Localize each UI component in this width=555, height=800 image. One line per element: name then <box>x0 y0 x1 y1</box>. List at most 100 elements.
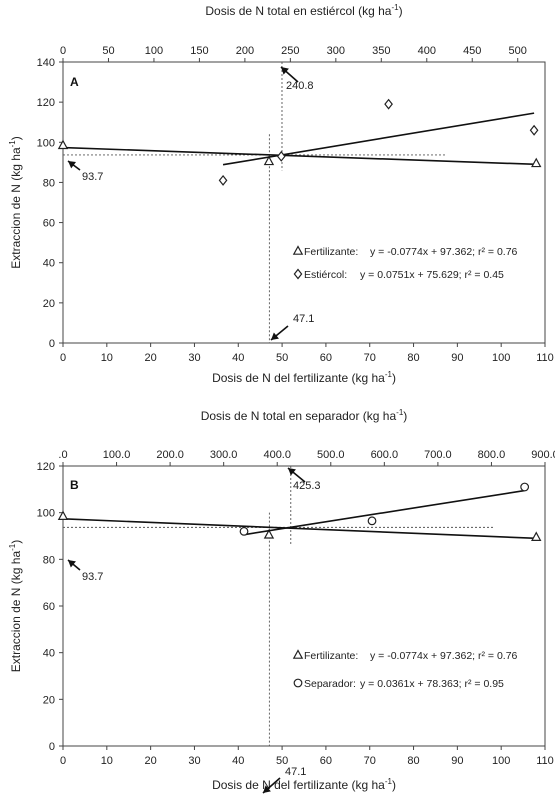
panel-b-series-fertilizante <box>57 510 542 541</box>
panel-a-x-top-title-sup: -1 <box>391 3 399 12</box>
panel-a-annot-x-bottom-arrow <box>270 325 289 341</box>
panel-b-x-top-tick-label: 300.0 <box>210 449 238 461</box>
panel-b-series-separador-fit-line <box>243 489 525 536</box>
panel-b-annot-x-top-value: 425.3 <box>293 480 321 492</box>
panel-a-x-bottom-tick-label: 50 <box>276 352 288 364</box>
panel-b: 0 10 20 30 40 50 60 70 80 90 100 110 .0 100.0 200.0 300… <box>8 408 555 794</box>
panel-b-legend-name: Separador: <box>304 678 356 690</box>
panel-b-x-bottom-title-base: Dosis de N del fertilizante (kg ha <box>212 778 385 792</box>
panel-a-x-bottom-title-close: ) <box>392 371 396 385</box>
panel-b-legend: Fertilizante: y = -0.0774x + 97.362; r² =… <box>292 649 518 690</box>
panel-a-y-title-base: Extraccion de N (kg ha <box>9 147 23 269</box>
panel-b-x-bottom-tick-label: 10 <box>101 755 113 767</box>
panel-b-x-top-axis: .0 100.0 200.0 300.0 400.0 500.0 600.0 700.0 800… <box>58 449 555 466</box>
panel-a-annot-y-arrow <box>67 160 81 171</box>
panel-b-annot-y-arrow <box>67 559 81 571</box>
panel-a-x-bottom-tick-label: 100 <box>492 352 510 364</box>
panel-a-annot-x-bottom-value: 47.1 <box>293 313 314 325</box>
panel-b-x-top-tick-label: 900.0 <box>531 449 555 461</box>
panel-a-legend-marker <box>293 268 303 280</box>
panel-a-y-tick-label: 60 <box>43 218 55 230</box>
panel-b-x-bottom-tick-label: 30 <box>188 755 200 767</box>
panel-a-y-tick-label: 140 <box>37 57 55 69</box>
panel-b-annot-x-bottom-arrow <box>262 777 281 794</box>
panel-b-y-axis: 0 20 40 60 80 100 120 <box>37 461 63 753</box>
panel-a-series-fertilizante-point <box>263 155 275 166</box>
panel-b-y-tick-label: 60 <box>43 601 55 613</box>
panel-a-plot-frame <box>62 61 546 344</box>
panel-b-legend-marker <box>292 649 304 659</box>
panel-b-y-title-close: ) <box>9 540 23 544</box>
panel-a-legend-marker <box>292 245 304 255</box>
panel-a-y-tick-label: 20 <box>43 298 55 310</box>
panel-a-legend-equation: y = 0.0751x + 75.629; r² = 0.45 <box>360 269 504 281</box>
panel-b-x-top-tick-label: 400.0 <box>263 449 291 461</box>
panel-b-annot-x-bottom-arrow-head <box>263 785 271 793</box>
panel-a-x-bottom-title-sup: -1 <box>385 370 393 379</box>
panel-a-series-estiércol-point <box>218 174 228 186</box>
panel-a-x-bottom-tick-label: 30 <box>188 352 200 364</box>
panel-a-annot-y-arrow-head <box>68 161 76 169</box>
panel-b-x-top-title: Dosis de N total en separador (kg ha-1) <box>201 408 408 423</box>
panel-a-series-fertilizante-point <box>57 139 69 150</box>
panel-b-x-bottom-tick-label: 40 <box>232 755 244 767</box>
panel-b-x-bottom-tick-label: 80 <box>407 755 419 767</box>
panel-a-x-top-tick-label: 300 <box>327 45 345 57</box>
panel-b-annot-x-bottom-value: 47.1 <box>285 766 306 778</box>
panel-b-legend-equation: y = 0.0361x + 78.363; r² = 0.95 <box>360 678 504 690</box>
panel-a-x-bottom-tick-label: 20 <box>145 352 157 364</box>
panel-a-x-top-tick-label: 150 <box>190 45 208 57</box>
panel-b-y-tick-label: 20 <box>43 694 55 706</box>
panel-a-x-top-title-base: Dosis de N total en estiércol (kg ha <box>205 4 391 18</box>
panel-b-x-top-tick-label: 200.0 <box>156 449 184 461</box>
panel-b-series-fertilizante-fit-line <box>62 518 537 540</box>
panel-a-x-bottom-tick-label: 110 <box>536 352 554 364</box>
panel-a-y-tick-label: 120 <box>37 97 55 109</box>
panel-b-x-bottom-tick-label: 110 <box>536 755 554 767</box>
panel-a-x-top-tick-label: 250 <box>281 45 299 57</box>
panel-b-y-tick-label: 80 <box>43 554 55 566</box>
panel-b-series-fertilizante-point <box>263 529 275 539</box>
panel-a-y-title-sup: -1 <box>8 140 17 148</box>
panel-b-y-title-base: Extraccion de N (kg ha <box>9 551 23 673</box>
panel-a-x-bottom-title-base: Dosis de N del fertilizante (kg ha <box>212 371 385 385</box>
panel-b-x-bottom-title-sup: -1 <box>385 777 393 786</box>
panel-a-series-fertilizante-fit-line <box>62 146 537 166</box>
panel-b-legend-marker <box>293 678 303 688</box>
panel-a-x-bottom-tick-label: 10 <box>101 352 113 364</box>
panel-b-x-bottom-tick-label: 0 <box>60 755 66 767</box>
panel-b-legend-equation: y = -0.0774x + 97.362; r² = 0.76 <box>370 650 518 662</box>
panel-b-x-top-tick-label: 600.0 <box>371 449 399 461</box>
panel-a-y-tick-label: 0 <box>49 338 55 350</box>
panel-b-annot-y-arrow-head <box>68 560 76 568</box>
panel-a-series-estiércol-fit-line <box>222 112 535 166</box>
panel-b-x-bottom-tick-label: 100 <box>492 755 510 767</box>
panel-b-legend-name: Fertilizante: <box>304 650 358 662</box>
panel-b-series-fertilizante-point <box>531 531 542 541</box>
panel-a-annot-x-top-arrow <box>280 66 299 83</box>
panel-b-annot-x-top-arrow-head <box>288 468 296 476</box>
panel-a-x-bottom-tick-label: 80 <box>407 352 419 364</box>
panel-a-legend-name: Fertilizante: <box>304 246 358 258</box>
panel-b-series-separador-point <box>367 516 377 526</box>
panel-a-series-fertilizante-point <box>531 157 542 168</box>
panel-b-x-bottom-tick-label: 60 <box>320 755 332 767</box>
panel-b-x-bottom-tick-label: 90 <box>451 755 463 767</box>
panel-b-plot-frame <box>62 465 546 747</box>
panel-a-y-axis: 0 20 40 60 80 100 120 140 <box>37 57 63 350</box>
panel-b-y-title-sup: -1 <box>8 543 17 551</box>
panel-b-x-top-tick-label: 800.0 <box>478 449 506 461</box>
panel-b-x-bottom-tick-label: 70 <box>364 755 376 767</box>
panel-b-x-top-tick-label: 500.0 <box>317 449 345 461</box>
panel-b-x-bottom-tick-label: 50 <box>276 755 288 767</box>
panel-a-x-top-title-close: ) <box>399 4 403 18</box>
panel-a-legend: Fertilizante: y = -0.0774x + 97.362; r² =… <box>292 245 518 281</box>
panel-a-x-top-tick-label: 0 <box>60 45 66 57</box>
panel-a-legend-equation: y = -0.0774x + 97.362; r² = 0.76 <box>370 246 518 258</box>
panel-a-series-estiércol-point <box>276 150 286 162</box>
panel-a-annot-x-top-value: 240.8 <box>286 80 314 92</box>
panel-a-x-top-tick-label: 100 <box>145 45 163 57</box>
panel-a-x-bottom-tick-label: 90 <box>451 352 463 364</box>
panel-b-y-tick-label: 40 <box>43 648 55 660</box>
